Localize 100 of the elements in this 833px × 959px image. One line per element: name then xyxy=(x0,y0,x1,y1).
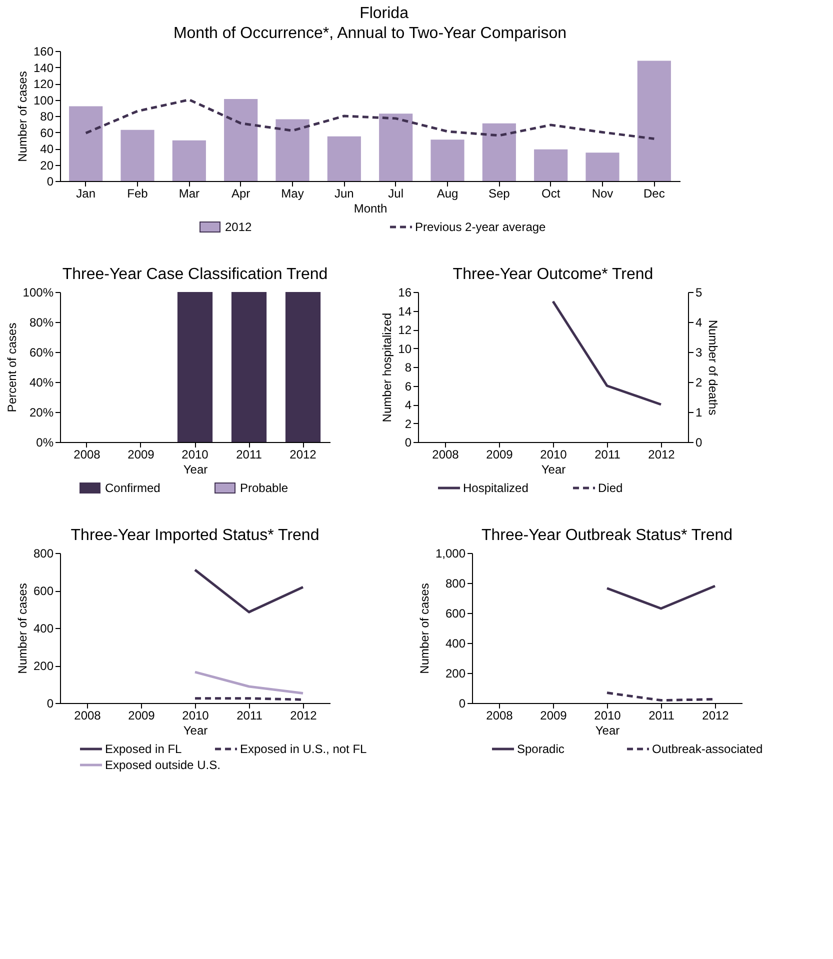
bar xyxy=(276,119,310,181)
chart-title: Three-Year Imported Status* Trend xyxy=(70,527,320,544)
y-tick-label: 6 xyxy=(404,379,412,394)
y-tick-label: 20 xyxy=(40,158,54,172)
x-tick-label: 2009 xyxy=(486,448,514,462)
x-tick-label: Feb xyxy=(127,186,148,200)
x-tick-label: 2008 xyxy=(74,448,101,462)
y-tick-label: 40 xyxy=(40,142,54,156)
y-tick-label: 800 xyxy=(445,576,466,590)
legend-label: Previous 2-year average xyxy=(415,220,546,234)
y-tick-label: 14 xyxy=(398,304,412,318)
y-tick-label: 400 xyxy=(445,636,466,650)
x-tick-label: 2011 xyxy=(648,708,675,722)
y2-tick-label: 5 xyxy=(696,286,702,300)
x-tick-label: 2010 xyxy=(182,708,210,722)
bar xyxy=(586,152,620,181)
bar xyxy=(637,60,671,181)
x-axis-title: Year xyxy=(183,462,208,476)
y-tick-label: 100 xyxy=(33,93,54,108)
x-tick-label: 2012 xyxy=(702,708,730,722)
x-tick-label: Dec xyxy=(643,186,665,200)
y-tick-label: 8 xyxy=(404,360,412,374)
line-series xyxy=(84,98,656,140)
x-axis-title: Year xyxy=(541,462,566,476)
y-tick-label: 0 xyxy=(458,696,466,710)
y2-tick-label: 1 xyxy=(696,406,702,420)
x-tick-label: 2012 xyxy=(648,448,676,462)
x-tick-label: 2010 xyxy=(182,448,209,462)
legend-label: 2012 xyxy=(225,220,252,234)
legend-label: Exposed in FL xyxy=(105,742,182,756)
x-axis-title: Month xyxy=(354,202,388,216)
legend-label: Exposed in U.S., not FL xyxy=(240,742,368,756)
x-tick-label: Apr xyxy=(231,186,250,200)
y-tick-label: 60 xyxy=(40,126,54,140)
y-tick-label: 0 xyxy=(46,696,54,710)
y-tick-label: 600 xyxy=(33,584,54,598)
y-tick-label: 4 xyxy=(404,398,412,412)
x-tick-label: Jan xyxy=(76,186,96,200)
y-tick-label: 12 xyxy=(398,323,412,337)
x-tick-label: 2010 xyxy=(594,708,622,722)
x-tick-label: 2011 xyxy=(594,448,621,462)
x-tick-label: 2010 xyxy=(540,448,568,462)
y-tick-label: 200 xyxy=(33,659,54,673)
y-tick-label: 160 xyxy=(33,44,54,58)
legend-label: Hospitalized xyxy=(463,481,528,495)
chart-title: Month of Occurrence*, Annual to Two-Year Comparison xyxy=(173,25,567,42)
x-axis-title: Year xyxy=(183,724,208,738)
x-tick-label: Jul xyxy=(388,186,404,200)
x-tick-label: 2011 xyxy=(236,448,262,462)
bar xyxy=(69,106,103,181)
y-tick-label: 200 xyxy=(445,666,466,680)
legend-label: Sporadic xyxy=(517,742,564,756)
text: Florida xyxy=(360,5,409,22)
y2-tick-label: 0 xyxy=(696,436,702,450)
x-tick-label: Nov xyxy=(592,186,614,200)
bar xyxy=(327,136,361,181)
y-tick-label: 16 xyxy=(398,286,412,300)
x-tick-label: Oct xyxy=(541,186,561,200)
chart-title: Three-Year Outbreak Status* Trend xyxy=(481,527,733,544)
y-tick-label: 0 xyxy=(46,174,54,188)
y-tick-label: 40% xyxy=(29,376,54,390)
y-tick-label: 0 xyxy=(404,436,412,450)
y-axis-title: Number of cases xyxy=(417,583,432,674)
y-axis-title: Percent of cases xyxy=(4,322,19,412)
y-tick-label: 20% xyxy=(29,406,54,420)
x-tick-label: May xyxy=(281,186,304,200)
y2-tick-label: 4 xyxy=(696,316,702,330)
bar xyxy=(430,140,464,181)
y-tick-label: 400 xyxy=(33,622,54,636)
y-tick-label: 140 xyxy=(33,60,54,75)
x-tick-label: 2009 xyxy=(540,708,568,722)
y2-tick-label: 2 xyxy=(696,376,702,390)
x-tick-label: Jun xyxy=(334,186,354,200)
y-tick-label: 80 xyxy=(40,110,54,124)
x-tick-label: 2008 xyxy=(432,448,460,462)
y-tick-label: 1,000 xyxy=(435,546,466,560)
x-tick-label: 2011 xyxy=(236,708,263,722)
x-tick-label: Mar xyxy=(178,186,200,200)
x-tick-label: 2009 xyxy=(128,448,155,462)
y-tick-label: 0% xyxy=(36,436,54,450)
x-axis-title: Year xyxy=(595,724,620,738)
bar xyxy=(534,149,568,181)
legend-label: Probable xyxy=(240,481,288,495)
x-tick-label: 2008 xyxy=(486,708,514,722)
y-tick-label: 120 xyxy=(33,77,54,91)
bar xyxy=(379,114,413,181)
y-tick-label: 800 xyxy=(33,546,54,560)
bar xyxy=(172,140,206,181)
legend-label: Outbreak-associated xyxy=(652,742,763,756)
x-tick-label: 2012 xyxy=(290,708,318,722)
bar xyxy=(120,130,154,181)
legend-label: Died xyxy=(598,481,623,495)
legend-label: Confirmed xyxy=(105,481,160,495)
x-tick-label: 2012 xyxy=(290,448,317,462)
bar xyxy=(224,98,258,181)
x-tick-label: 2008 xyxy=(74,708,102,722)
legend-label: Exposed outside U.S. xyxy=(105,758,220,772)
x-tick-label: Aug xyxy=(436,186,458,200)
y-tick-label: 600 xyxy=(445,606,466,620)
bar xyxy=(482,123,516,181)
